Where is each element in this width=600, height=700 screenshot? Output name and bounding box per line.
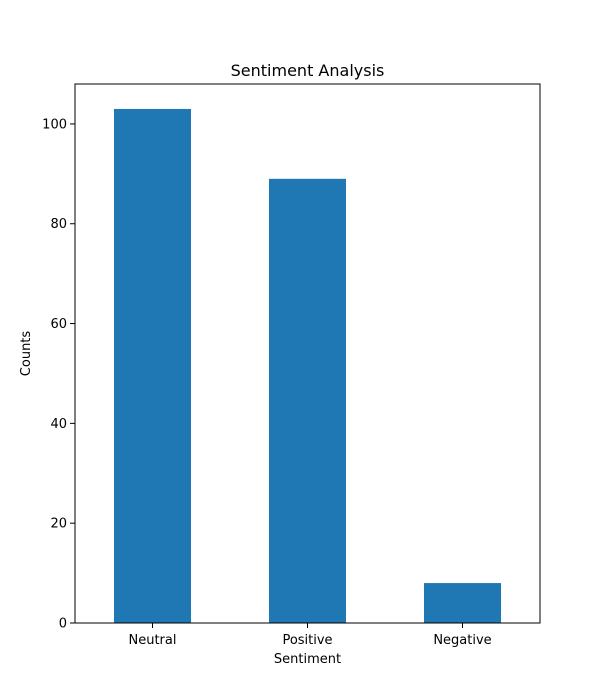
- x-tick-label: Negative: [433, 633, 491, 648]
- chart-title: Sentiment Analysis: [231, 61, 385, 80]
- y-tick-label: 20: [50, 517, 67, 532]
- y-tick-label: 80: [50, 217, 67, 232]
- bar-neutral: [114, 108, 191, 623]
- y-tick-label: 60: [50, 317, 67, 332]
- y-axis-label: Counts: [19, 331, 34, 377]
- bar-negative: [424, 583, 501, 623]
- y-tick-label: 0: [59, 617, 67, 632]
- x-tick-label: Positive: [282, 633, 332, 648]
- plot-frame: [74, 83, 541, 624]
- y-ticks-layer: 0 20 40 60 80 100: [42, 117, 75, 632]
- bars-layer: [114, 108, 501, 623]
- y-tick-label: 100: [42, 117, 67, 132]
- bar-positive: [269, 178, 346, 623]
- y-tick-label: 40: [50, 417, 67, 432]
- x-tick-label: Neutral: [129, 633, 177, 648]
- x-axis-label: Sentiment: [274, 652, 341, 667]
- x-ticks-layer: Neutral Positive Negative: [129, 623, 492, 648]
